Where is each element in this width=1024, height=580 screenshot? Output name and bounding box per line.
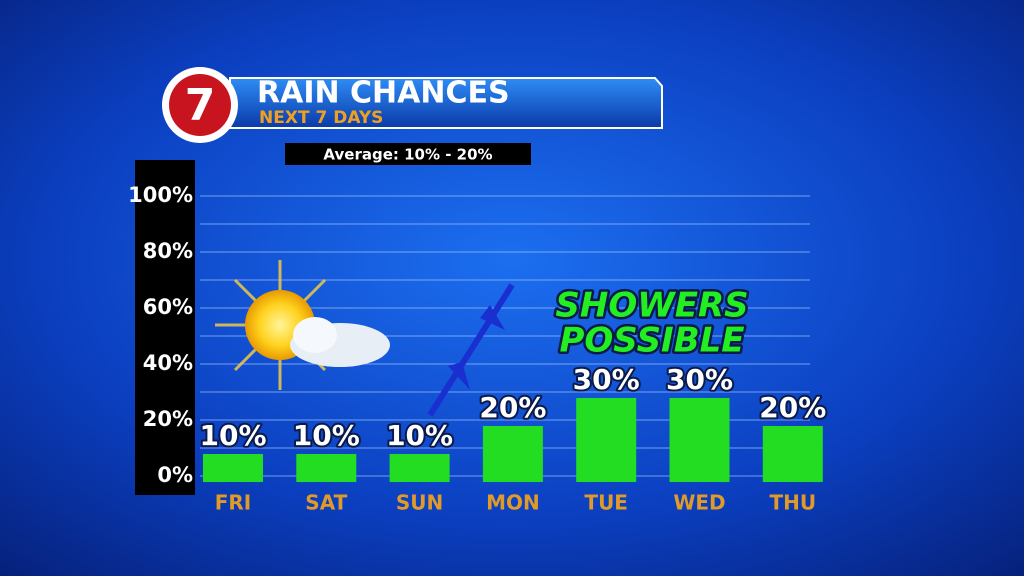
bar <box>669 398 730 482</box>
value-label: 20% <box>479 391 546 424</box>
value-label: 20% <box>759 391 826 424</box>
y-tick-label: 40% <box>143 351 193 375</box>
x-tick-label: MON <box>486 491 540 515</box>
x-tick-label: SUN <box>396 491 443 515</box>
annotation: Average: 10% - 20% <box>323 146 492 164</box>
annotation-box <box>285 143 531 165</box>
x-tick-label: FRI <box>215 491 252 515</box>
bar <box>482 426 543 482</box>
bar <box>296 454 357 482</box>
chart-title: RAIN CHANCES <box>257 76 510 111</box>
chart-subtitle: NEXT 7 DAYS <box>259 108 383 128</box>
x-tick-label: WED <box>673 491 725 515</box>
x-tick-label: TUE <box>584 491 628 515</box>
front-line <box>427 283 515 417</box>
y-tick-label: 100% <box>128 183 193 207</box>
callout: POSSIBLE <box>559 321 744 361</box>
value-label: 10% <box>293 419 360 452</box>
y-tick-label: 20% <box>143 407 193 431</box>
sun-icon <box>215 260 390 390</box>
logo: 7 <box>185 80 216 131</box>
callout: SHOWERS <box>555 286 748 326</box>
y-tick-label: 60% <box>143 295 193 319</box>
y-tick-label: 0% <box>157 463 193 487</box>
bar <box>576 398 637 482</box>
value-label: 10% <box>199 419 266 452</box>
x-tick-label: THU <box>769 491 816 515</box>
value-label: 30% <box>666 363 733 396</box>
logo-disc <box>169 74 231 136</box>
bar <box>762 426 823 482</box>
axis-strip <box>135 160 195 495</box>
value-label: 10% <box>386 419 453 452</box>
x-tick-label: SAT <box>305 491 347 515</box>
bar <box>203 454 263 482</box>
value-label: 30% <box>573 363 640 396</box>
y-tick-label: 80% <box>143 239 193 263</box>
bar <box>389 454 450 482</box>
